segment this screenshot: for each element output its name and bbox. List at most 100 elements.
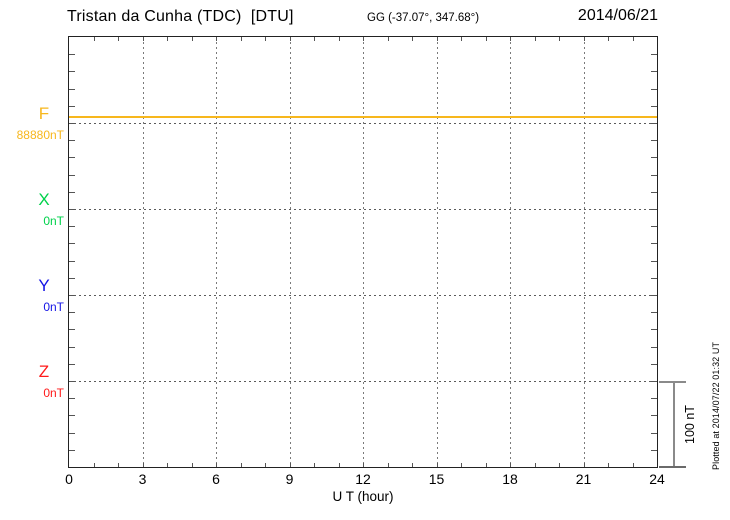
x-tick	[338, 37, 340, 41]
y-tick	[651, 277, 657, 279]
y-tick	[651, 381, 657, 382]
x-tick-label-6: 6	[212, 471, 220, 487]
x-tick	[167, 37, 168, 41]
y-tick	[69, 312, 75, 314]
x-tick	[240, 37, 242, 41]
y-tick	[69, 191, 75, 193]
component-letter-Y: Y	[38, 276, 50, 295]
y-tick	[69, 243, 75, 245]
y-tick	[651, 295, 657, 296]
x-tick	[510, 463, 511, 467]
grid-line-21h	[583, 37, 585, 467]
station-geographic-coordinates: GG (-37.07°, 347.68°)	[367, 12, 480, 24]
x-tick	[608, 463, 609, 467]
x-tick	[436, 463, 438, 467]
x-tick	[583, 463, 585, 467]
x-tick	[461, 463, 462, 467]
scale-bar-line	[673, 382, 675, 467]
y-tick	[69, 140, 75, 142]
y-tick	[69, 71, 75, 73]
component-value-F: 88880nT	[16, 128, 64, 142]
x-tick	[142, 37, 144, 41]
y-tick	[69, 226, 75, 228]
x-tick	[363, 37, 364, 41]
y-tick	[69, 415, 75, 417]
x-tick	[436, 37, 438, 41]
x-tick	[387, 37, 389, 41]
y-tick	[651, 329, 657, 331]
x-tick	[534, 37, 536, 41]
component-letter-X: X	[38, 190, 50, 209]
x-tick	[265, 37, 266, 41]
grid-line-3h	[142, 37, 144, 467]
x-tick-label-3: 3	[138, 471, 147, 487]
y-tick	[69, 329, 75, 331]
plotted-timestamp-note: Plotted at 2014/07/22 01:32 UT	[711, 341, 721, 470]
grid-line-6h	[216, 37, 217, 467]
y-tick	[651, 312, 657, 314]
x-tick	[191, 37, 193, 41]
y-tick	[651, 191, 657, 193]
x-tick	[142, 463, 144, 467]
y-tick	[69, 398, 75, 400]
x-tick-label-0: 0	[65, 471, 73, 487]
x-tick	[485, 37, 487, 41]
y-tick	[69, 295, 75, 296]
x-tick	[289, 463, 291, 467]
y-tick	[651, 398, 657, 400]
x-tick	[559, 37, 560, 41]
y-tick	[69, 277, 75, 279]
y-tick	[651, 209, 657, 210]
page-title: Tristan da Cunha (TDC) [DTU]	[67, 8, 294, 25]
x-tick-label-24: 24	[649, 471, 665, 487]
y-tick	[69, 88, 75, 90]
x-tick	[118, 463, 119, 467]
x-tick	[583, 37, 585, 41]
y-tick	[69, 449, 75, 451]
y-tick	[69, 260, 75, 262]
x-tick-label-18: 18	[502, 471, 518, 487]
component-letter-Z: Z	[38, 362, 50, 381]
x-tick-label-12: 12	[355, 471, 371, 487]
x-tick	[338, 463, 340, 467]
x-tick	[363, 463, 364, 467]
x-tick	[559, 463, 560, 467]
y-tick	[69, 363, 75, 365]
y-tick	[651, 71, 657, 73]
y-tick	[69, 346, 75, 348]
y-tick	[651, 449, 657, 451]
y-tick	[69, 381, 75, 382]
x-tick	[191, 463, 193, 467]
x-tick	[118, 37, 119, 41]
y-tick	[69, 174, 75, 176]
y-tick	[69, 123, 75, 124]
x-tick	[412, 37, 413, 41]
x-tick	[608, 37, 609, 41]
x-tick	[93, 463, 95, 467]
y-tick	[651, 346, 657, 348]
x-tick	[485, 463, 487, 467]
y-tick	[651, 432, 657, 434]
component-value-Z: 0nT	[43, 386, 64, 400]
baseline-Y	[69, 295, 657, 296]
scale-bar-bottom-line	[659, 466, 686, 468]
x-tick	[289, 37, 291, 41]
grid-line-15h	[436, 37, 438, 467]
grid-line-12h	[363, 37, 364, 467]
x-tick	[167, 463, 168, 467]
x-tick-label-9: 9	[285, 471, 294, 487]
y-tick	[651, 260, 657, 262]
y-tick	[651, 415, 657, 417]
y-tick	[651, 88, 657, 90]
y-tick	[651, 157, 657, 159]
y-tick	[651, 140, 657, 142]
x-tick	[534, 463, 536, 467]
x-tick	[240, 463, 242, 467]
x-tick	[387, 463, 389, 467]
x-tick-label-21: 21	[575, 471, 592, 487]
y-tick	[651, 123, 657, 124]
plot-date: 2014/06/21	[577, 7, 658, 24]
y-tick	[651, 105, 657, 107]
component-value-Y: 0nT	[43, 300, 64, 314]
